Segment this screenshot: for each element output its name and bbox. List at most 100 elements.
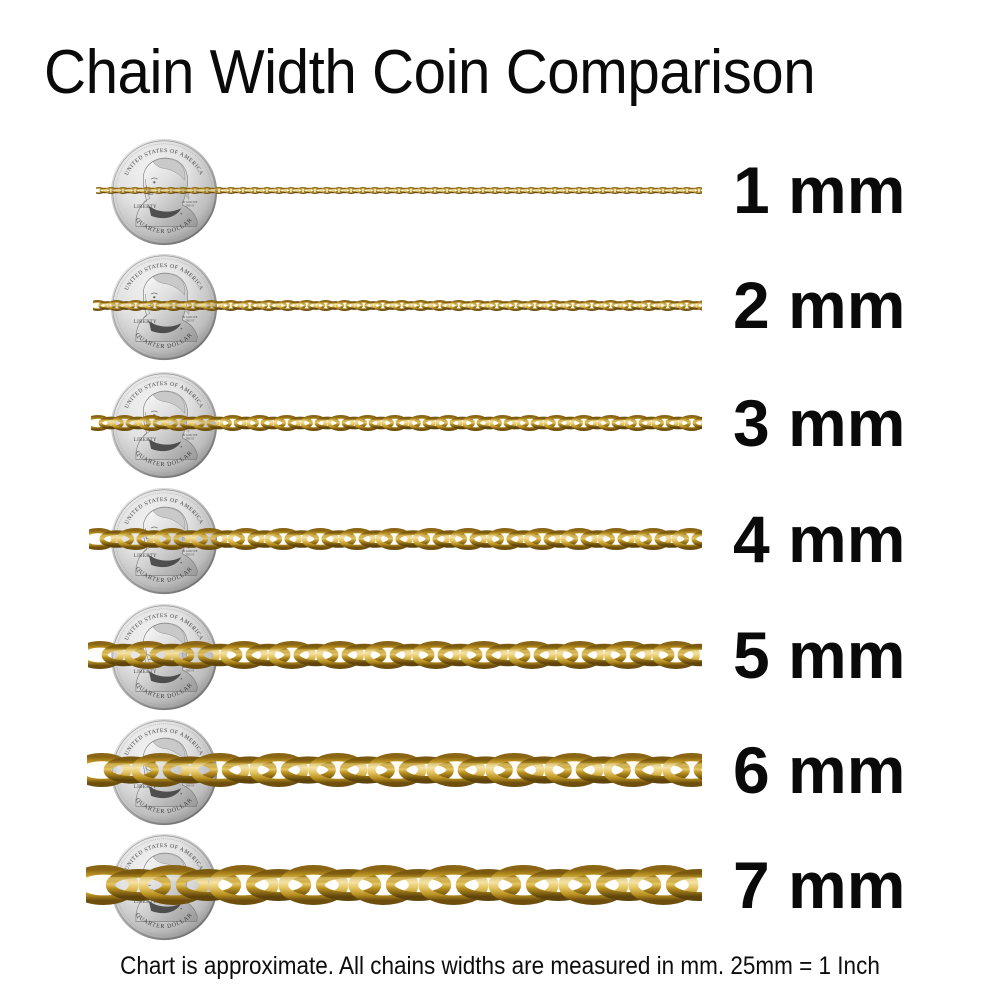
chain-link	[138, 415, 166, 431]
chain-link	[107, 299, 127, 311]
chain-link	[363, 187, 375, 193]
chain-link	[507, 187, 519, 193]
coin-legend-trust: IN GOD WE	[182, 433, 198, 437]
chain-link	[651, 415, 679, 431]
chain-link	[699, 187, 702, 193]
chain-link	[89, 528, 117, 550]
chain-link	[153, 186, 165, 194]
chain-link	[172, 641, 220, 669]
chain-link	[339, 187, 351, 193]
size-label-4mm: 4 mm	[733, 502, 906, 576]
chain-link	[561, 186, 573, 194]
chain-link	[321, 186, 333, 194]
chain-link	[225, 186, 237, 194]
chain-link	[255, 187, 267, 193]
chain-link	[206, 416, 232, 430]
chain-link	[141, 186, 153, 194]
chain-link	[321, 530, 357, 548]
chain-link	[497, 300, 516, 310]
chain-link	[638, 416, 664, 430]
chain-link	[485, 643, 531, 667]
chain-link	[261, 186, 273, 194]
chain-link	[179, 416, 205, 430]
chain-highlight	[89, 534, 702, 537]
gold-curb-chain	[86, 865, 702, 905]
chain-link	[117, 186, 129, 194]
chain-link	[348, 865, 419, 905]
chain-sample-4mm	[89, 527, 702, 551]
chain-link	[175, 869, 242, 901]
chain-link	[367, 753, 427, 787]
chain-link	[611, 300, 630, 310]
chain-link	[392, 299, 412, 311]
chain-link	[250, 300, 269, 310]
coin-legend-trust: IN GOD WE	[182, 200, 198, 204]
chain-link	[471, 187, 483, 193]
chain-link	[421, 300, 440, 310]
chain-link	[383, 300, 402, 310]
gold-curb-chain	[87, 753, 702, 787]
coin-legend-liberty: LIBERTY	[134, 785, 157, 790]
chain-link	[86, 865, 139, 905]
chain-link	[597, 186, 609, 194]
chain-link	[354, 299, 374, 311]
comparison-row: UNITED STATES OF AMERICA QUARTER DOLLAR …	[0, 598, 1000, 718]
chain-link	[696, 299, 702, 311]
chain-link	[87, 753, 132, 787]
chain-link	[164, 299, 184, 311]
chain-link	[219, 415, 247, 431]
chain-link	[219, 187, 231, 193]
chain-link	[687, 300, 702, 310]
chain-link	[165, 415, 193, 431]
chain-link	[339, 756, 395, 784]
chain-link	[273, 415, 301, 431]
chain-link	[398, 756, 454, 784]
chain-link	[249, 753, 309, 787]
coin-legend-trust-2: TRUST	[185, 436, 194, 440]
chain-link	[364, 641, 412, 669]
coin-reference: UNITED STATES OF AMERICA QUARTER DOLLAR …	[110, 487, 218, 595]
size-label-1mm: 1 mm	[733, 153, 906, 227]
chain-link	[525, 299, 545, 311]
chain-link	[123, 187, 135, 193]
chain-link	[604, 641, 652, 669]
chain-link	[273, 186, 285, 194]
chain-link	[516, 415, 544, 431]
chain-link	[437, 643, 483, 667]
chain-link	[124, 641, 172, 669]
chain-link	[603, 187, 615, 193]
coin-legend-trust-2: TRUST	[185, 318, 194, 322]
chain-link	[634, 528, 672, 550]
chain-link	[440, 300, 459, 310]
chain-link	[412, 528, 450, 550]
chain-link	[651, 187, 663, 193]
chain-link	[138, 865, 209, 905]
coin-legend-liberty: LIBERTY	[134, 900, 157, 905]
chain-link	[116, 528, 154, 550]
chain-link	[649, 300, 668, 310]
chain-sample-3mm	[91, 414, 702, 432]
chain-link	[687, 187, 699, 193]
chain-link	[477, 186, 489, 194]
chain-link	[581, 643, 627, 667]
chain-link	[208, 865, 279, 905]
chain-link	[307, 300, 326, 310]
chain-link	[105, 186, 117, 194]
chain-link	[327, 415, 355, 431]
chain-link	[381, 415, 409, 431]
chain-link	[287, 416, 313, 430]
chain-link	[516, 756, 572, 784]
chain-link	[402, 300, 421, 310]
chain-link	[677, 643, 702, 667]
chain-highlight	[91, 419, 702, 422]
chain-link	[624, 415, 652, 431]
gold-curb-chain	[88, 641, 702, 669]
chain-link	[657, 186, 669, 194]
chain-link	[457, 756, 513, 784]
coin-legend-trust-2: TRUST	[185, 783, 194, 787]
chain-link	[136, 530, 172, 548]
chain-link	[449, 528, 487, 550]
chain-link	[364, 300, 383, 310]
coin-legend-liberty: LIBERTY	[134, 670, 157, 675]
